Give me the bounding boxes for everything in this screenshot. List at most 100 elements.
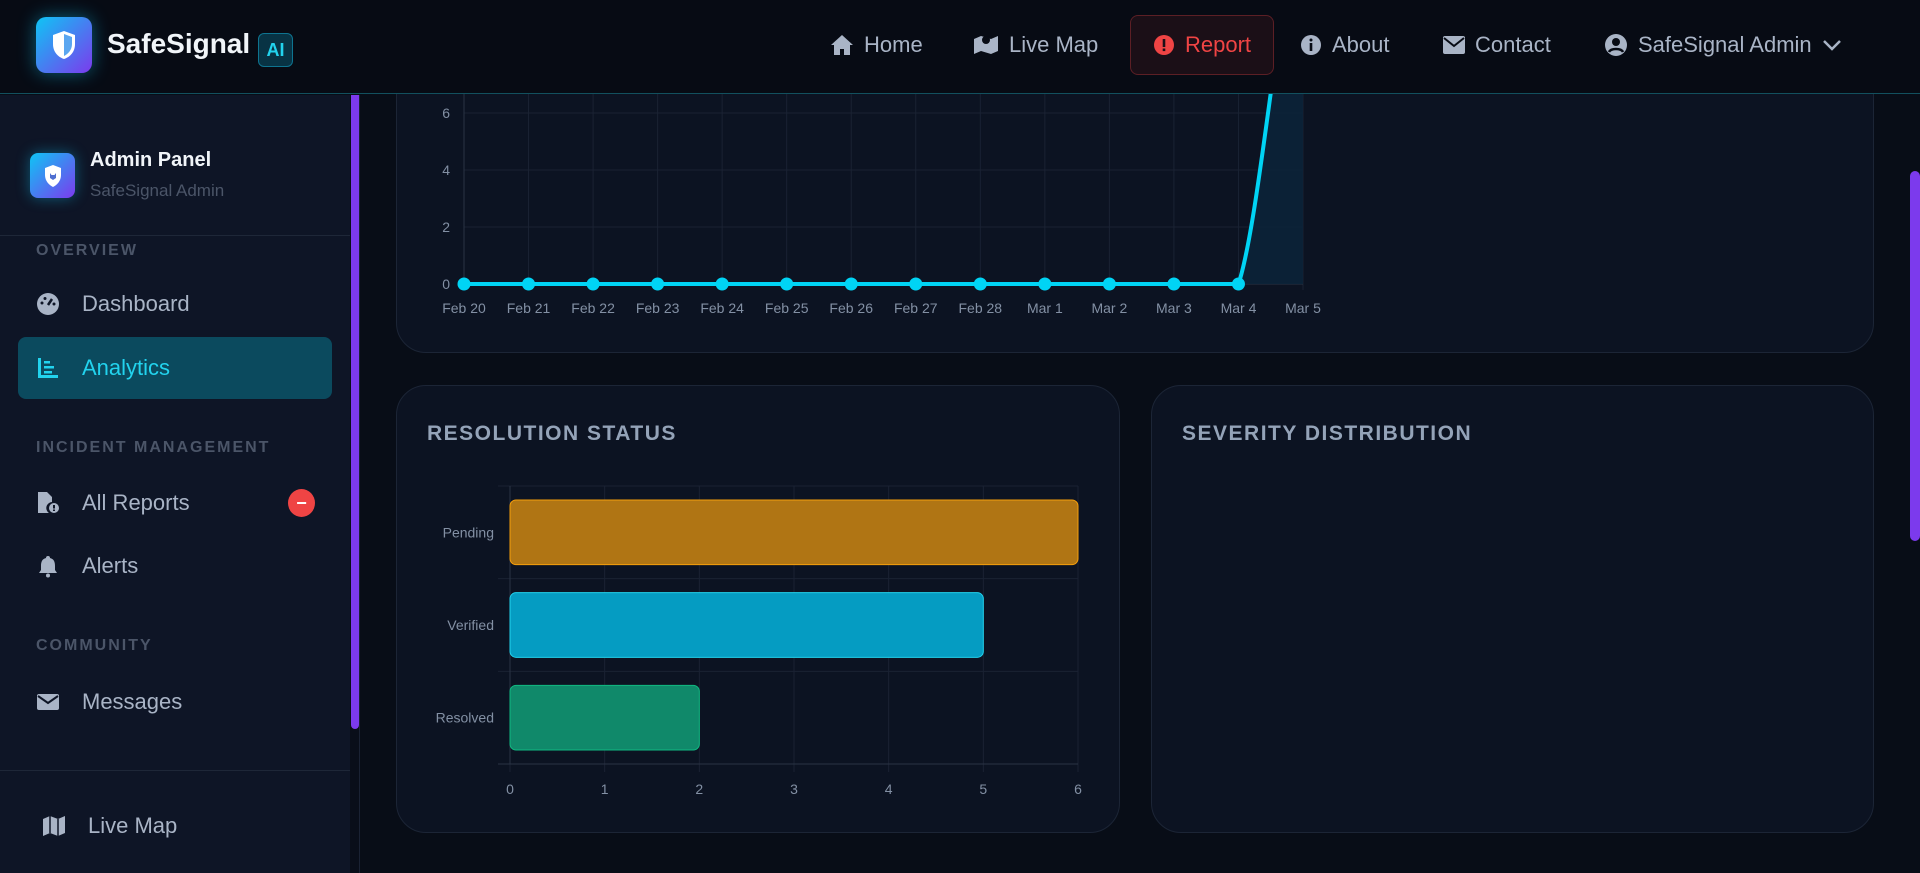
map-icon	[43, 816, 65, 836]
sidebar-item-all-reports[interactable]: All Reports −	[18, 472, 332, 534]
severity-distribution-card: SEVERITY DISTRIBUTION	[1151, 385, 1874, 833]
data-point	[909, 277, 923, 291]
y-tick-label: 2	[442, 219, 450, 235]
logo-shield-icon[interactable]	[36, 17, 92, 73]
bar-resolved	[509, 684, 700, 751]
card-title: SEVERITY DISTRIBUTION	[1182, 422, 1473, 445]
x-tick-label: Mar 5	[1285, 300, 1321, 316]
sidebar-item-label: Messages	[82, 689, 183, 714]
nav-home[interactable]: Home	[830, 15, 923, 75]
nav-report[interactable]: Report	[1130, 15, 1274, 75]
nav-contact[interactable]: Contact	[1443, 15, 1551, 75]
chart-bar-icon	[38, 358, 58, 378]
nav-label: Live Map	[1009, 32, 1099, 57]
sidebar: Admin Panel SafeSignal Admin OVERVIEW Da…	[0, 95, 350, 873]
x-tick-label: Feb 20	[442, 300, 486, 316]
x-tick-label: Feb 27	[894, 300, 938, 316]
page-scrollbar[interactable]	[1910, 171, 1920, 541]
x-tick-label: Feb 26	[829, 300, 873, 316]
x-tick-label: Feb 25	[765, 300, 809, 316]
data-point	[586, 277, 600, 291]
divider	[0, 770, 350, 771]
x-tick-label: 2	[695, 781, 703, 797]
reports-badge: −	[288, 489, 315, 517]
sidebar-item-dashboard[interactable]: Dashboard	[18, 273, 332, 335]
nav-label: About	[1332, 32, 1390, 57]
sidebar-item-label: All Reports	[82, 490, 190, 515]
sidebar-item-analytics[interactable]: Analytics	[18, 337, 332, 399]
x-tick-label: Feb 28	[959, 300, 1003, 316]
x-tick-label: Mar 4	[1221, 300, 1257, 316]
bar-pending	[509, 499, 1079, 566]
divider	[0, 235, 350, 236]
file-alert-icon	[38, 492, 59, 513]
y-tick-label: Resolved	[436, 710, 494, 726]
brand-name[interactable]: SafeSignal	[107, 28, 251, 59]
nav-label: Home	[864, 32, 923, 57]
nav-label: Contact	[1475, 32, 1551, 57]
nav-live-map[interactable]: Live Map	[973, 15, 1098, 75]
alert-circle-icon	[1153, 35, 1174, 55]
data-point	[1038, 277, 1052, 291]
panel-subtitle: SafeSignal Admin	[90, 181, 225, 200]
top-navbar: SafeSignal AI Home Live Map Report About…	[0, 0, 1920, 94]
admin-avatar-icon	[30, 153, 75, 198]
ai-badge: AI	[258, 33, 293, 67]
nav-about[interactable]: About	[1300, 15, 1390, 75]
sidebar-item-live-map[interactable]: Live Map	[24, 795, 338, 857]
x-tick-label: 1	[601, 781, 609, 797]
envelope-icon	[1443, 36, 1465, 54]
data-point	[457, 277, 471, 291]
y-tick-label: Verified	[447, 617, 494, 633]
section-community: COMMUNITY	[36, 637, 153, 654]
x-tick-label: Mar 2	[1091, 300, 1127, 316]
x-tick-label: 5	[979, 781, 987, 797]
data-point	[780, 277, 794, 291]
nav-label: Report	[1184, 32, 1252, 57]
data-point	[1167, 277, 1181, 291]
sidebar-item-alerts[interactable]: Alerts	[18, 535, 332, 597]
user-menu[interactable]: SafeSignal Admin	[1604, 15, 1842, 75]
data-point	[973, 277, 987, 291]
envelope-icon	[37, 694, 59, 710]
map-icon	[974, 36, 998, 54]
sidebar-item-messages[interactable]: Messages	[18, 671, 332, 733]
x-tick-label: 4	[885, 781, 893, 797]
user-circle-icon	[1605, 34, 1627, 56]
bell-icon	[39, 556, 57, 578]
x-tick-label: Feb 24	[700, 300, 744, 316]
x-tick-label: Feb 22	[571, 300, 615, 316]
sidebar-item-label: Live Map	[88, 813, 178, 838]
x-tick-label: 3	[790, 781, 798, 797]
x-tick-label: Feb 21	[507, 300, 551, 316]
home-icon	[831, 35, 853, 55]
x-tick-label: 0	[506, 781, 514, 797]
section-overview: OVERVIEW	[36, 242, 138, 259]
series-line	[464, 0, 1286, 286]
data-point	[715, 277, 729, 291]
user-name: SafeSignal Admin	[1638, 32, 1812, 57]
panel-title: Admin Panel	[90, 149, 212, 171]
x-tick-label: Mar 1	[1027, 300, 1063, 316]
sidebar-item-label: Analytics	[82, 355, 171, 380]
data-point	[844, 277, 858, 291]
data-point	[1231, 277, 1245, 291]
card-title: RESOLUTION STATUS	[427, 422, 677, 445]
y-tick-label: 6	[442, 105, 450, 121]
chevron-down-icon	[1822, 40, 1841, 51]
gauge-icon	[37, 293, 59, 315]
data-point	[651, 277, 665, 291]
sidebar-item-label: Dashboard	[82, 291, 190, 316]
data-point	[522, 277, 536, 291]
sidebar-item-label: Alerts	[82, 553, 139, 578]
x-tick-label: Mar 3	[1156, 300, 1192, 316]
y-tick-label: 4	[442, 162, 450, 178]
y-tick-label: Pending	[443, 524, 494, 540]
x-tick-label: Feb 23	[636, 300, 680, 316]
bar-verified	[509, 592, 984, 658]
data-point	[1102, 277, 1116, 291]
sidebar-scrollbar[interactable]	[351, 95, 359, 729]
section-incident-management: INCIDENT MANAGEMENT	[36, 439, 271, 456]
info-icon	[1301, 35, 1321, 55]
